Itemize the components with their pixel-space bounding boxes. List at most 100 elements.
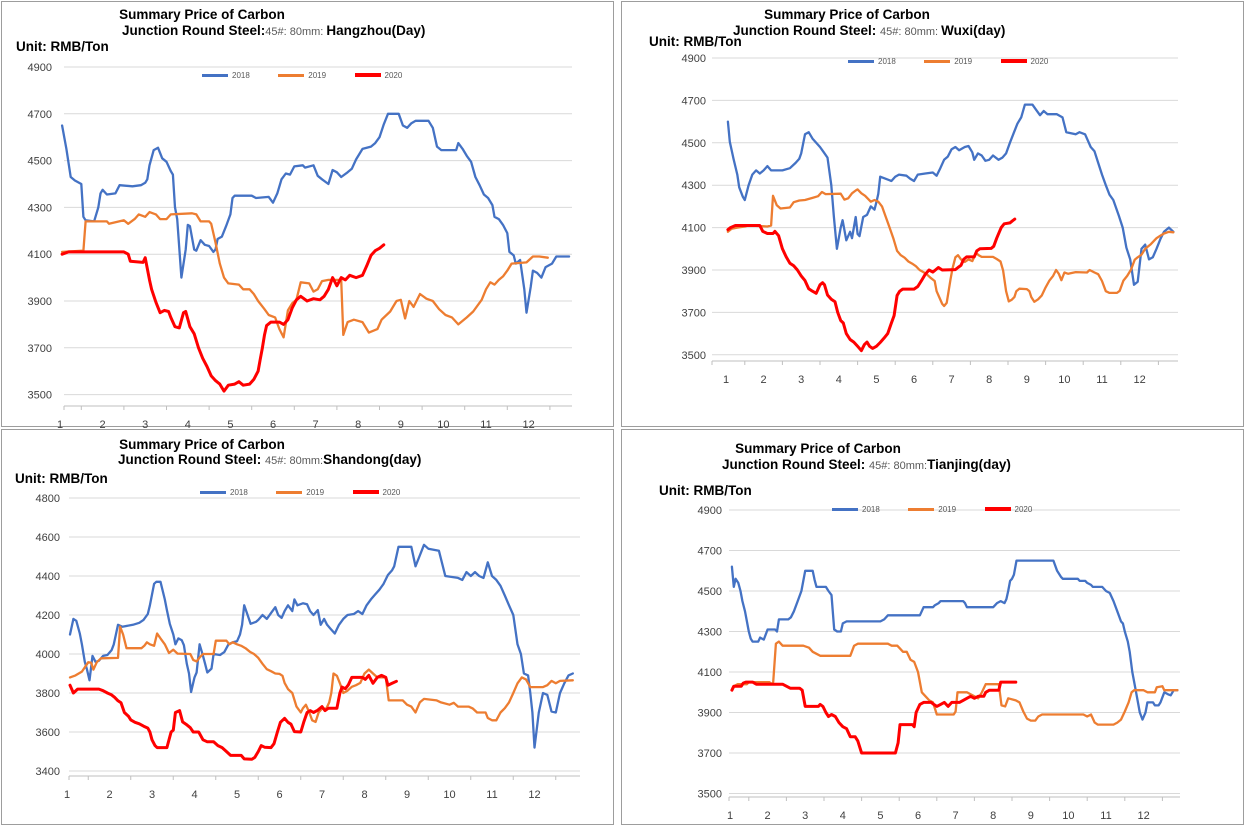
- svg-text:10: 10: [437, 419, 449, 428]
- chart-subtitle: Junction Round Steel:45#: 80mm: Hangzhou…: [122, 23, 425, 38]
- legend-label: 2020: [1014, 504, 1033, 514]
- legend-label: 2020: [384, 70, 403, 80]
- svg-text:3400: 3400: [36, 766, 60, 778]
- legend: 2018 2019 2020: [848, 50, 1072, 68]
- svg-text:4900: 4900: [698, 505, 722, 517]
- legend-label: 2020: [382, 487, 401, 497]
- chart-subtitle: Junction Round Steel: 45#: 80mm:Tianjing…: [722, 457, 1011, 472]
- svg-text:3700: 3700: [698, 748, 722, 760]
- svg-text:4700: 4700: [698, 546, 722, 558]
- svg-text:1: 1: [727, 810, 733, 822]
- unit-label: Unit: RMB/Ton: [16, 39, 109, 54]
- subtitle-city: Tianjing(day): [927, 457, 1011, 472]
- legend-label: 2020: [1030, 56, 1049, 66]
- svg-text:8: 8: [361, 789, 367, 801]
- svg-text:1: 1: [57, 419, 63, 428]
- legend-label: 2018: [232, 71, 250, 80]
- svg-text:11: 11: [1100, 810, 1111, 822]
- unit-label: Unit: RMB/Ton: [649, 34, 742, 49]
- svg-text:12: 12: [1133, 374, 1145, 386]
- chart-subtitle: Junction Round Steel: 45#: 80mm: Wuxi(da…: [733, 23, 1005, 38]
- legend-line-2020-icon: [352, 490, 379, 494]
- legend-item-2020: 2020: [1000, 56, 1049, 66]
- svg-text:5: 5: [227, 419, 233, 428]
- svg-text:4: 4: [185, 419, 191, 428]
- svg-text:4300: 4300: [698, 627, 722, 639]
- subtitle-city: Wuxi(day): [941, 23, 1006, 38]
- svg-text:6: 6: [915, 810, 921, 822]
- svg-text:5: 5: [234, 789, 240, 801]
- legend-line-2020-icon: [354, 73, 381, 77]
- svg-text:4800: 4800: [36, 493, 60, 505]
- svg-text:3900: 3900: [682, 265, 706, 277]
- legend-label: 2019: [308, 71, 327, 80]
- legend-line-2019-icon: [278, 74, 305, 77]
- svg-text:9: 9: [404, 789, 410, 801]
- legend-item-2020: 2020: [352, 487, 401, 497]
- chart-panel-tianjing: 4900 4700 4500 4300 4100 3900 3700 3500 1 2 3 4 5 6 7 8…: [621, 429, 1244, 825]
- svg-text:9: 9: [1028, 810, 1034, 822]
- svg-text:3700: 3700: [682, 307, 706, 319]
- chart-title: Summary Price of Carbon: [735, 441, 901, 456]
- subtitle-spec: 45#: 80mm:: [265, 455, 324, 467]
- svg-text:4700: 4700: [682, 95, 706, 107]
- chart-subtitle: Junction Round Steel: 45#: 80mm:Shandong…: [118, 452, 421, 467]
- svg-text:9: 9: [398, 419, 404, 428]
- svg-text:4400: 4400: [36, 571, 60, 583]
- legend: 2018 2019 2020: [832, 498, 1056, 516]
- svg-text:10: 10: [443, 789, 455, 801]
- subtitle-prefix: Junction Round Steel:: [122, 23, 266, 38]
- svg-text:4700: 4700: [28, 109, 52, 121]
- legend-item-2018: 2018: [848, 57, 896, 66]
- svg-text:10: 10: [1058, 374, 1070, 386]
- svg-text:1: 1: [64, 789, 70, 801]
- svg-text:3900: 3900: [698, 708, 722, 720]
- subtitle-prefix: Junction Round Steel:: [118, 452, 265, 467]
- legend-item-2020: 2020: [984, 504, 1033, 514]
- legend-line-2018-icon: [200, 491, 226, 494]
- legend-line-2020-icon: [984, 507, 1011, 511]
- svg-text:3700: 3700: [28, 343, 52, 355]
- svg-text:3600: 3600: [36, 727, 60, 739]
- unit-label: Unit: RMB/Ton: [15, 471, 108, 486]
- legend-label: 2018: [862, 505, 880, 514]
- svg-text:7: 7: [319, 789, 325, 801]
- legend-label: 2019: [306, 488, 325, 497]
- legend-line-2019-icon: [924, 60, 951, 63]
- svg-text:8: 8: [986, 374, 992, 386]
- subtitle-prefix: Junction Round Steel:: [733, 23, 880, 38]
- svg-text:2: 2: [106, 789, 112, 801]
- svg-text:9: 9: [1024, 374, 1030, 386]
- subtitle-prefix: Junction Round Steel:: [722, 457, 869, 472]
- svg-text:5: 5: [877, 810, 883, 822]
- svg-text:2: 2: [100, 419, 106, 428]
- svg-text:4200: 4200: [36, 610, 60, 622]
- svg-text:4500: 4500: [28, 156, 52, 168]
- legend-label: 2019: [938, 505, 957, 514]
- svg-text:4: 4: [191, 789, 197, 801]
- svg-text:4300: 4300: [682, 180, 706, 192]
- svg-text:12: 12: [528, 789, 540, 801]
- svg-text:3900: 3900: [28, 296, 52, 308]
- subtitle-city: Hangzhou(Day): [326, 23, 426, 38]
- svg-text:12: 12: [1137, 810, 1149, 822]
- legend-item-2018: 2018: [202, 71, 250, 80]
- svg-text:4900: 4900: [682, 53, 706, 65]
- chart-title: Summary Price of Carbon: [119, 7, 285, 22]
- svg-text:11: 11: [1096, 374, 1107, 386]
- svg-text:3: 3: [798, 374, 804, 386]
- svg-text:7: 7: [313, 419, 319, 428]
- svg-text:4600: 4600: [36, 532, 60, 544]
- svg-text:2: 2: [761, 374, 767, 386]
- subtitle-spec: 45#: 80mm:: [880, 26, 942, 38]
- legend: 2018 2019 2020: [200, 481, 424, 499]
- svg-text:7: 7: [953, 810, 959, 822]
- legend-item-2020: 2020: [354, 70, 403, 80]
- svg-text:1: 1: [723, 374, 729, 386]
- svg-text:4100: 4100: [682, 223, 706, 235]
- svg-text:3500: 3500: [28, 390, 52, 402]
- svg-text:6: 6: [276, 789, 282, 801]
